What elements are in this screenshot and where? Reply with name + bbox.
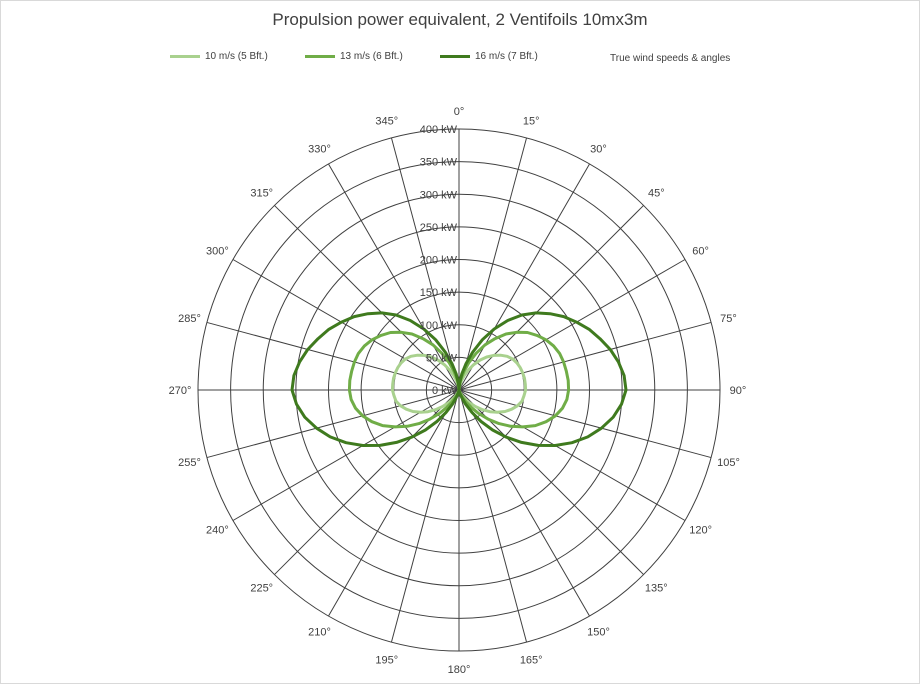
angle-label-2: 30° xyxy=(590,143,607,155)
legend-swatch-10ms xyxy=(170,55,200,58)
grid-spoke-16 xyxy=(232,389,460,521)
angle-label-10: 150° xyxy=(587,627,610,639)
legend-item-10ms[interactable]: 10 m/s (5 Bft.) xyxy=(170,51,268,62)
angle-label-12: 180° xyxy=(448,664,471,676)
angle-label-18: 270° xyxy=(169,385,192,397)
chart-title: Propulsion power equivalent, 2 Ventifoil… xyxy=(272,10,648,29)
angle-label-23: 345° xyxy=(375,116,398,128)
ring-tick-label-4: 200 kW xyxy=(420,255,458,267)
grid-spoke-4 xyxy=(458,259,686,391)
grid-spoke-23 xyxy=(390,137,460,391)
grid-spoke-17 xyxy=(206,389,460,459)
grid-spoke-20 xyxy=(232,259,460,391)
angle-label-6: 90° xyxy=(730,385,747,397)
grid-spoke-21 xyxy=(274,205,460,391)
series-group xyxy=(290,311,628,447)
angle-label-14: 210° xyxy=(308,627,331,639)
angle-label-16: 240° xyxy=(206,525,229,537)
angle-label-15: 225° xyxy=(250,582,273,594)
axis-labels: 0 kW 50 kW 100 kW 150 kW 200 kW 250 kW 300 kW 3… xyxy=(169,106,747,676)
angle-label-22: 330° xyxy=(308,143,331,155)
grid-spoke-3 xyxy=(458,205,644,391)
ring-tick-label-3: 150 kW xyxy=(420,287,458,299)
grid-spoke-22 xyxy=(328,163,460,391)
angle-label-20: 300° xyxy=(206,246,229,258)
grid-spoke-13 xyxy=(390,389,460,643)
grid-spoke-11 xyxy=(458,389,528,643)
legend-label-16ms: 16 m/s (7 Bft.) xyxy=(475,51,538,62)
angle-label-8: 120° xyxy=(689,525,712,537)
ring-tick-label-7: 350 kW xyxy=(420,157,458,169)
angle-label-7: 105° xyxy=(717,457,740,469)
ring-tick-label-6: 300 kW xyxy=(420,189,458,201)
grid-spoke-10 xyxy=(458,389,590,617)
angle-label-11: 165° xyxy=(520,654,543,666)
legend-label-13ms: 13 m/s (6 Bft.) xyxy=(340,51,403,62)
legend-label-10ms: 10 m/s (5 Bft.) xyxy=(205,51,268,62)
angle-label-4: 60° xyxy=(692,246,709,258)
angle-label-0: 0° xyxy=(454,106,465,118)
legend-item-13ms[interactable]: 13 m/s (6 Bft.) xyxy=(305,51,403,62)
ring-tick-label-1: 50 kW xyxy=(426,352,458,364)
legend: 10 m/s (5 Bft.) 13 m/s (6 Bft.) 16 m/s (… xyxy=(0,51,920,71)
ring-tick-label-0: 0 kW xyxy=(432,385,458,397)
legend-swatch-13ms xyxy=(305,55,335,58)
grid-spoke-19 xyxy=(206,321,460,391)
ring-tick-label-5: 250 kW xyxy=(420,222,458,234)
grid-spoke-14 xyxy=(328,389,460,617)
angle-label-5: 75° xyxy=(720,313,737,325)
angle-label-3: 45° xyxy=(648,188,665,200)
legend-note: True wind speeds & angles xyxy=(610,53,731,64)
legend-swatch-16ms xyxy=(440,55,470,58)
angle-label-13: 195° xyxy=(375,654,398,666)
grid xyxy=(197,128,721,652)
grid-spoke-8 xyxy=(458,389,686,521)
angle-label-1: 15° xyxy=(523,116,540,128)
legend-item-16ms[interactable]: 16 m/s (7 Bft.) xyxy=(440,51,538,62)
angle-label-17: 255° xyxy=(178,457,201,469)
angle-label-21: 315° xyxy=(250,188,273,200)
grid-spoke-7 xyxy=(458,389,712,459)
grid-spoke-5 xyxy=(458,321,712,391)
angle-label-9: 135° xyxy=(645,582,668,594)
ring-tick-label-2: 100 kW xyxy=(420,320,458,332)
angle-label-19: 285° xyxy=(178,313,201,325)
grid-spoke-1 xyxy=(458,137,528,391)
grid-spoke-2 xyxy=(458,163,590,391)
ring-tick-label-8: 400 kW xyxy=(420,124,458,136)
series-line-2 xyxy=(290,311,628,447)
